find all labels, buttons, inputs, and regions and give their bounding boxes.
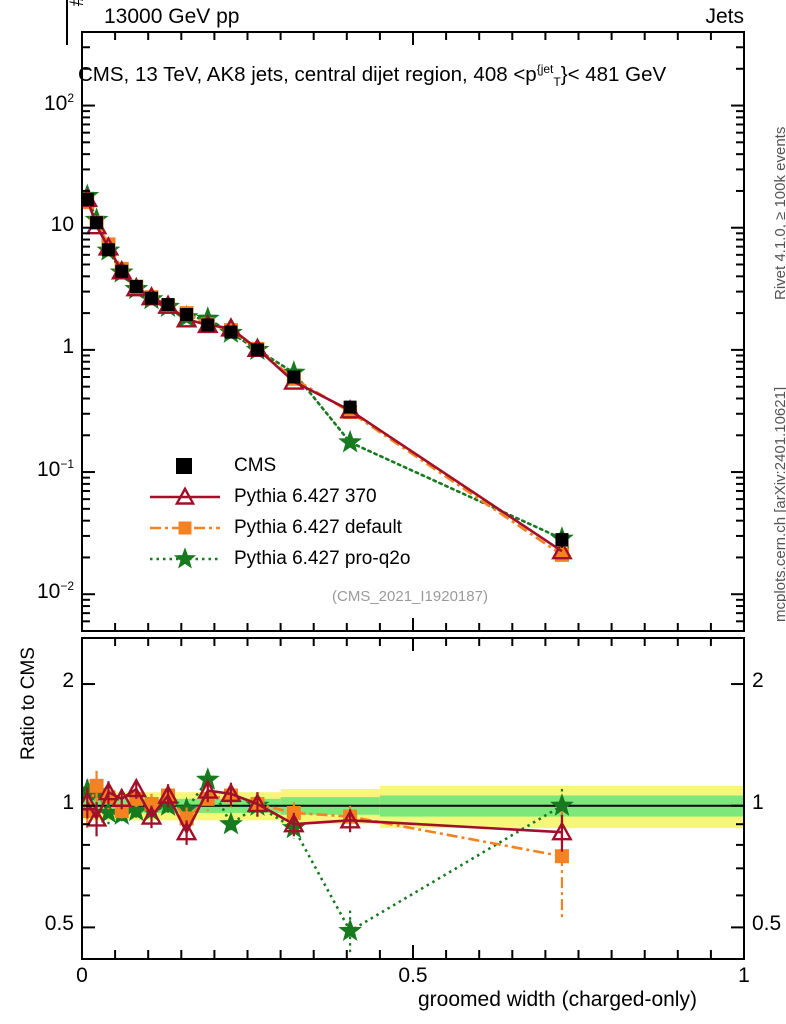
y-tick-label-ratio-right-2: 0.5: [752, 912, 782, 936]
rivet-version-caption: Rivet 4.1.0, ≥ 100k events: [772, 126, 786, 300]
legend-key-icon-2: [148, 517, 222, 539]
plot-title: CMS, 13 TeV, AK8 jets, central dijet reg…: [78, 62, 666, 89]
legend-key-icon-0: [148, 455, 222, 477]
analysis-id-watermark: (CMS_2021_I1920187): [332, 588, 488, 605]
y-tick-label-ratio-0: 2: [62, 669, 74, 693]
y-tick-label-ratio-1: 1: [62, 790, 74, 814]
legend: CMS Pythia 6.427 370 Pythia 6.427 default P…: [148, 450, 410, 574]
legend-item-3[interactable]: Pythia 6.427 pro-q2o: [148, 543, 410, 574]
legend-label-3: Pythia 6.427 pro-q2o: [234, 547, 411, 569]
ratio-axis-title: Ratio to CMS: [18, 647, 39, 760]
legend-label-1: Pythia 6.427 370: [234, 485, 377, 507]
beam-energy-label: 13000 GeV pp: [104, 5, 240, 28]
x-axis-title: groomed width (charged-only): [418, 988, 697, 1011]
y-tick-label-main-4: 10−2: [36, 579, 74, 604]
plot-title-pre: CMS, 13 TeV, AK8 jets, central dijet reg…: [78, 62, 537, 86]
legend-key-icon-3: [148, 547, 222, 570]
legend-key-icon-1: [148, 485, 222, 508]
legend-item-2[interactable]: Pythia 6.427 default: [148, 512, 410, 543]
plot-title-post: }< 481 GeV: [560, 62, 667, 86]
y-tick-label-ratio-right-0: 2: [752, 669, 764, 693]
ratio-plot-frame: [81, 637, 745, 960]
plot-title-sup: {jet: [536, 62, 554, 76]
y-tick-label-ratio-2: 0.5: [44, 912, 74, 936]
y-axis-title: # d2N # d N / d pT 1 d pT d λ: [4, 0, 88, 295]
y-tick-label-ratio-right-1: 1: [752, 790, 764, 814]
mcplots-source-caption: mcplots.cern.ch [arXiv:2401.10621]: [772, 386, 786, 622]
legend-item-0[interactable]: CMS: [148, 450, 410, 481]
y-tick-label-main-0: 102: [43, 90, 74, 115]
x-tick-label-1: 0.5: [398, 964, 428, 987]
legend-label-2: Pythia 6.427 default: [234, 516, 402, 538]
legend-label-0: CMS: [234, 454, 277, 476]
plot-title-sub: T: [553, 74, 561, 89]
x-tick-label-2: 1: [738, 964, 750, 987]
analysis-category-label: Jets: [705, 5, 744, 28]
y-tick-label-main-1: 10: [50, 212, 74, 236]
x-tick-label-0: 0: [76, 964, 88, 987]
y-tick-label-main-3: 10−1: [36, 457, 74, 482]
y-tick-label-main-2: 1: [62, 334, 74, 358]
legend-item-1[interactable]: Pythia 6.427 370: [148, 481, 410, 512]
main-plot-frame: [81, 31, 745, 632]
